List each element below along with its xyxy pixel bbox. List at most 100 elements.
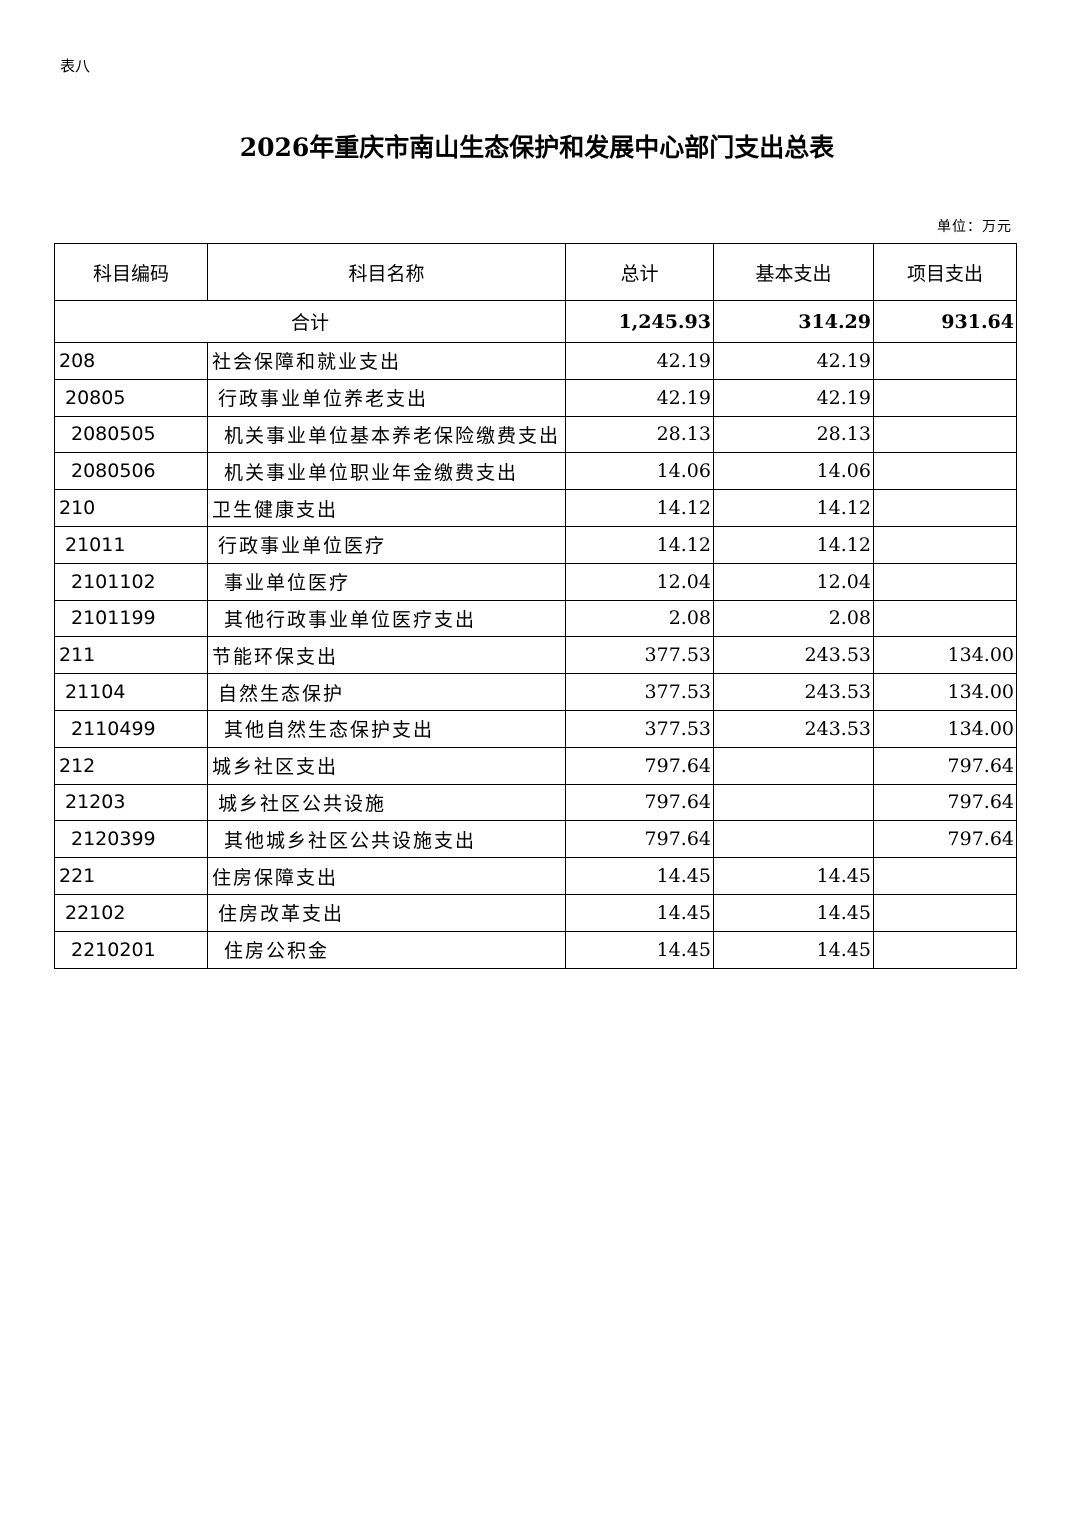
header-code: 科目编码 — [54, 243, 208, 301]
total-cell: 42.19 — [565, 378, 714, 417]
code-cell: 2101199 — [54, 599, 208, 638]
total-cell: 14.12 — [565, 525, 714, 564]
total-basic: 314.29 — [713, 300, 874, 343]
total-cell: 797.64 — [565, 820, 714, 859]
name-cell: 社会保障和就业支出 — [207, 342, 566, 380]
project-cell — [873, 342, 1017, 380]
table-row: 21203 城乡社区公共设施 797.64 797.64 — [54, 783, 1017, 822]
total-cell: 2.08 — [565, 599, 714, 638]
table-row: 210 卫生健康支出 14.12 14.12 — [54, 489, 1017, 527]
name-cell: 自然生态保护 — [207, 673, 566, 711]
table-row: 2101102 事业单位医疗 12.04 12.04 — [54, 562, 1017, 601]
total-cell: 377.53 — [565, 709, 714, 748]
code-cell: 21011 — [54, 525, 208, 564]
project-cell — [873, 599, 1017, 638]
basic-cell: 14.12 — [713, 489, 874, 527]
table-row: 2080505 机关事业单位基本养老保险缴费支出 28.13 28.13 — [54, 415, 1017, 454]
basic-cell: 243.53 — [713, 709, 874, 748]
page-title: 2026年重庆市南山生态保护和发展中心部门支出总表 — [239, 133, 835, 162]
project-cell — [873, 893, 1017, 932]
name-cell: 住房改革支出 — [207, 893, 566, 932]
total-total: 1,245.93 — [565, 300, 714, 343]
table-row: 21011 行政事业单位医疗 14.12 14.12 — [54, 525, 1017, 564]
code-cell: 21203 — [54, 783, 208, 822]
project-cell — [873, 562, 1017, 601]
basic-cell — [713, 783, 874, 822]
code-cell: 210 — [54, 489, 208, 527]
project-cell: 797.64 — [873, 820, 1017, 859]
code-cell: 211 — [54, 636, 208, 675]
name-cell: 节能环保支出 — [207, 636, 566, 675]
header-row: 科目编码 科目名称 总计 基本支出 项目支出 — [54, 243, 1017, 301]
name-cell: 住房保障支出 — [207, 857, 566, 895]
name-cell: 城乡社区支出 — [207, 746, 566, 785]
basic-cell: 12.04 — [713, 562, 874, 601]
code-cell: 2210201 — [54, 930, 208, 969]
table-row: 2101199 其他行政事业单位医疗支出 2.08 2.08 — [54, 599, 1017, 638]
name-cell: 城乡社区公共设施 — [207, 783, 566, 822]
table-row: 211 节能环保支出 377.53 243.53 134.00 — [54, 636, 1017, 675]
total-cell: 14.12 — [565, 489, 714, 527]
total-cell: 28.13 — [565, 415, 714, 454]
table-row: 22102 住房改革支出 14.45 14.45 — [54, 893, 1017, 932]
header-basic: 基本支出 — [713, 243, 874, 301]
name-cell: 行政事业单位养老支出 — [207, 378, 566, 417]
name-cell: 机关事业单位基本养老保险缴费支出 — [207, 415, 566, 454]
basic-cell: 14.12 — [713, 525, 874, 564]
basic-cell: 14.45 — [713, 893, 874, 932]
name-cell: 其他行政事业单位医疗支出 — [207, 599, 566, 638]
expenditure-table: 科目编码 科目名称 总计 基本支出 项目支出 合计 1,245.93 314.2… — [54, 243, 1017, 969]
code-cell: 2080506 — [54, 452, 208, 491]
table-row: 212 城乡社区支出 797.64 797.64 — [54, 746, 1017, 785]
total-cell: 377.53 — [565, 636, 714, 675]
code-cell: 221 — [54, 857, 208, 895]
code-cell: 208 — [54, 342, 208, 380]
project-cell — [873, 857, 1017, 895]
table-row: 2080506 机关事业单位职业年金缴费支出 14.06 14.06 — [54, 452, 1017, 491]
basic-cell: 42.19 — [713, 342, 874, 380]
total-cell: 377.53 — [565, 673, 714, 711]
project-cell — [873, 930, 1017, 969]
project-cell — [873, 525, 1017, 564]
basic-cell — [713, 746, 874, 785]
table-number-label: 表八 — [60, 57, 91, 75]
total-project: 931.64 — [873, 300, 1017, 343]
project-cell: 134.00 — [873, 709, 1017, 748]
project-cell — [873, 378, 1017, 417]
total-cell: 797.64 — [565, 746, 714, 785]
code-cell: 212 — [54, 746, 208, 785]
name-cell: 事业单位医疗 — [207, 562, 566, 601]
total-cell: 797.64 — [565, 783, 714, 822]
basic-cell: 14.45 — [713, 930, 874, 969]
project-cell: 797.64 — [873, 783, 1017, 822]
basic-cell: 42.19 — [713, 378, 874, 417]
total-cell: 14.45 — [565, 930, 714, 969]
code-cell: 22102 — [54, 893, 208, 932]
total-cell: 14.45 — [565, 857, 714, 895]
total-cell: 14.45 — [565, 893, 714, 932]
total-cell: 42.19 — [565, 342, 714, 380]
basic-cell: 243.53 — [713, 673, 874, 711]
name-cell: 行政事业单位医疗 — [207, 525, 566, 564]
table-row: 2210201 住房公积金 14.45 14.45 — [54, 930, 1017, 969]
code-cell: 20805 — [54, 378, 208, 417]
project-cell — [873, 415, 1017, 454]
table-row: 2120399 其他城乡社区公共设施支出 797.64 797.64 — [54, 820, 1017, 859]
basic-cell: 14.06 — [713, 452, 874, 491]
code-cell: 2120399 — [54, 820, 208, 859]
header-name: 科目名称 — [207, 243, 566, 301]
header-project: 项目支出 — [873, 243, 1017, 301]
code-cell: 2080505 — [54, 415, 208, 454]
header-total: 总计 — [565, 243, 714, 301]
basic-cell: 14.45 — [713, 857, 874, 895]
code-cell: 2101102 — [54, 562, 208, 601]
code-cell: 21104 — [54, 673, 208, 711]
table-row: 208 社会保障和就业支出 42.19 42.19 — [54, 342, 1017, 380]
basic-cell: 2.08 — [713, 599, 874, 638]
basic-cell — [713, 820, 874, 859]
project-cell: 134.00 — [873, 673, 1017, 711]
table-row: 20805 行政事业单位养老支出 42.19 42.19 — [54, 378, 1017, 417]
name-cell: 住房公积金 — [207, 930, 566, 969]
code-cell: 2110499 — [54, 709, 208, 748]
total-cell: 14.06 — [565, 452, 714, 491]
